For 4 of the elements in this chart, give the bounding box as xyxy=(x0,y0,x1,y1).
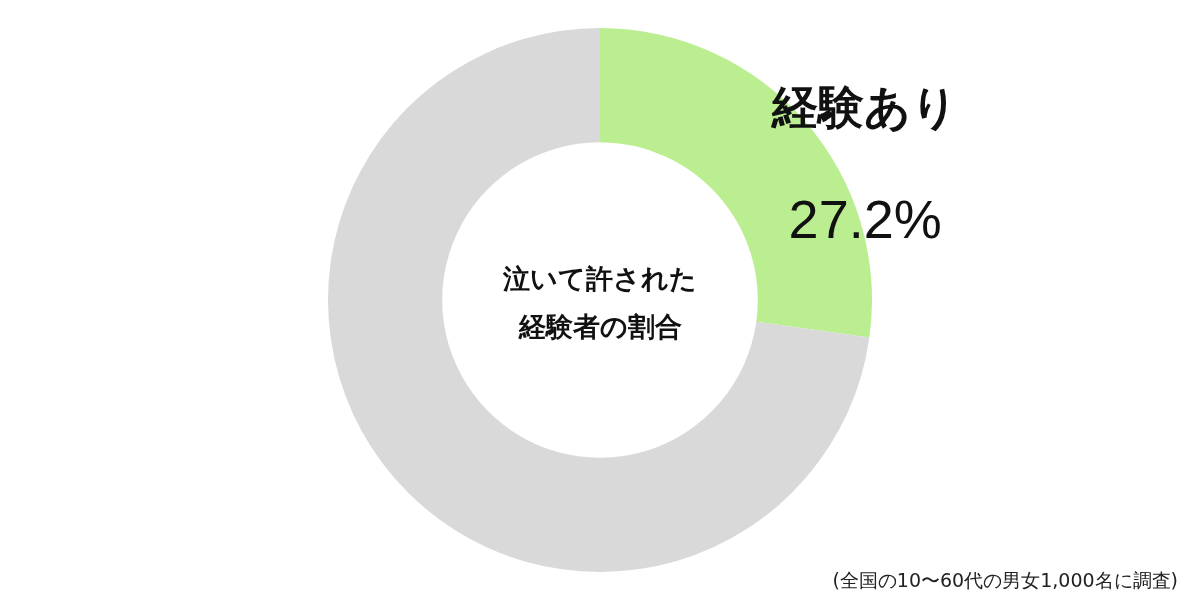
slice-label: 経験あり xyxy=(770,80,959,135)
data-label: 27.2% xyxy=(788,189,942,250)
text: 泣いて許された経験者の割合 xyxy=(502,262,698,344)
text: (全国の10〜60代の男女1,000名に調査) xyxy=(832,568,1178,593)
